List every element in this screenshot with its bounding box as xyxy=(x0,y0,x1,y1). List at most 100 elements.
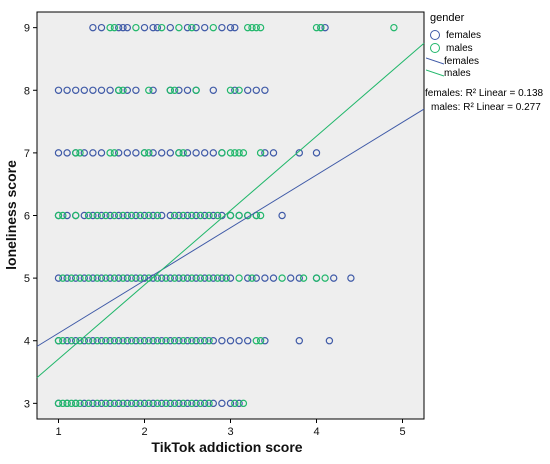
legend-entry-females-line: females xyxy=(425,56,479,67)
data-point-females xyxy=(149,149,157,157)
data-point-males xyxy=(153,337,162,345)
legend-line-males xyxy=(425,69,445,77)
data-point-females xyxy=(175,337,183,345)
data-point-males xyxy=(67,399,76,408)
data-point-females xyxy=(106,86,114,94)
data-point-males xyxy=(136,399,144,408)
data-point-females xyxy=(226,23,235,32)
data-point-males xyxy=(179,211,187,220)
data-point-females xyxy=(183,337,192,345)
data-point-females xyxy=(231,23,239,32)
data-point-females xyxy=(183,86,192,94)
data-point-females xyxy=(252,274,260,282)
data-point-females xyxy=(166,23,174,32)
data-point-females xyxy=(243,274,252,282)
data-point-males xyxy=(153,399,162,408)
data-point-males xyxy=(196,337,205,345)
data-point-females xyxy=(80,337,89,345)
data-point-males xyxy=(205,399,213,408)
data-point-males xyxy=(252,23,260,32)
data-point-females xyxy=(123,23,132,32)
data-point-males xyxy=(188,337,196,345)
data-point-males xyxy=(162,274,170,282)
r2-label-males: males: R² Linear = 0.277 xyxy=(431,102,541,113)
data-point-females xyxy=(63,86,71,94)
data-point-males xyxy=(127,211,136,220)
data-point-males xyxy=(110,211,119,220)
data-point-females xyxy=(261,337,269,345)
data-point-females xyxy=(231,86,239,94)
data-point-females xyxy=(321,23,329,32)
data-point-males xyxy=(175,23,183,32)
data-point-males xyxy=(196,211,205,220)
data-point-females xyxy=(114,274,123,282)
data-point-females xyxy=(119,23,127,32)
data-point-males xyxy=(235,211,243,220)
data-point-males xyxy=(93,337,101,345)
data-point-males xyxy=(136,211,144,220)
legend-entry-females: females xyxy=(430,30,481,41)
data-point-males xyxy=(162,399,170,408)
data-point-females xyxy=(183,399,192,408)
data-point-males xyxy=(136,274,144,282)
data-point-males xyxy=(231,149,239,157)
data-point-females xyxy=(218,274,226,282)
data-point-females xyxy=(97,86,106,94)
data-point-females xyxy=(312,149,321,157)
data-point-males xyxy=(239,399,248,408)
data-point-males xyxy=(145,86,153,94)
data-point-females xyxy=(235,399,243,408)
data-point-males xyxy=(248,23,256,32)
data-point-females xyxy=(80,211,89,220)
data-point-females xyxy=(295,337,303,345)
data-point-females xyxy=(252,86,260,94)
data-point-females xyxy=(226,274,235,282)
y-tick-label: 9 xyxy=(24,23,30,35)
data-point-females xyxy=(71,86,80,94)
data-point-females xyxy=(97,149,106,157)
data-point-males xyxy=(231,399,239,408)
data-point-males xyxy=(235,274,243,282)
data-point-males xyxy=(140,149,149,157)
data-point-males xyxy=(248,274,256,282)
data-point-females xyxy=(200,23,209,32)
data-point-males xyxy=(196,399,205,408)
data-point-females xyxy=(140,399,149,408)
data-point-females xyxy=(226,399,235,408)
y-tick-label: 4 xyxy=(24,336,30,348)
data-point-females xyxy=(54,274,63,282)
data-point-males xyxy=(106,149,114,157)
data-point-females xyxy=(192,274,200,282)
data-point-females xyxy=(269,149,278,157)
data-point-females xyxy=(114,337,123,345)
data-point-males xyxy=(321,274,329,282)
data-point-females xyxy=(149,23,157,32)
data-point-females xyxy=(166,149,174,157)
data-point-females xyxy=(330,274,338,282)
data-point-males xyxy=(119,399,127,408)
data-point-males xyxy=(76,337,84,345)
data-point-females xyxy=(80,399,89,408)
data-point-females xyxy=(140,23,149,32)
data-point-males xyxy=(192,86,200,94)
data-point-females xyxy=(166,337,174,345)
data-point-females xyxy=(106,399,114,408)
data-point-females xyxy=(278,211,286,220)
data-point-males xyxy=(153,274,162,282)
data-point-females xyxy=(347,274,355,282)
data-point-females xyxy=(63,337,71,345)
data-point-males xyxy=(71,399,80,408)
data-point-males xyxy=(222,274,230,282)
data-point-males xyxy=(71,211,80,220)
data-point-males xyxy=(256,211,265,220)
legend-marker-males xyxy=(430,43,440,54)
data-point-females xyxy=(200,274,209,282)
data-point-males xyxy=(119,274,127,282)
fit-lines xyxy=(36,42,425,379)
data-point-females xyxy=(106,337,114,345)
data-point-males xyxy=(256,23,265,32)
data-point-females xyxy=(123,149,132,157)
data-point-females xyxy=(200,399,209,408)
